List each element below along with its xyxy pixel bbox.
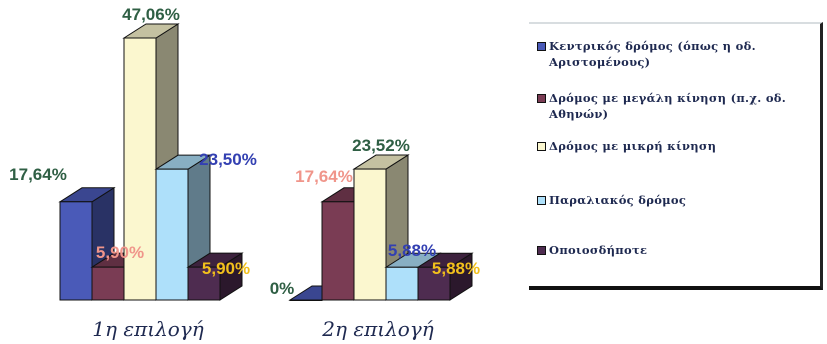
bar xyxy=(416,252,474,301)
data-label: 47,06% xyxy=(122,5,180,24)
data-label: 5,88% xyxy=(388,241,436,260)
bar-front-face xyxy=(91,266,125,301)
legend-item-coastal-road: Παραλιακός δρόμος xyxy=(537,192,686,208)
category-label: 2η επιλογή xyxy=(321,317,433,341)
data-label: 5,88% xyxy=(432,259,480,278)
legend-label: Δρόμος με μεγάλη κίνηση (π.χ. οδ. Αθηνών… xyxy=(549,91,787,121)
bar-front-face xyxy=(321,201,355,301)
legend: Κεντρικός δρόμος (όπως η οδ. Αριστομένου… xyxy=(529,22,823,290)
data-label: 17,64% xyxy=(295,167,353,186)
value-labels-layer: 17,64% 5,90% 47,06% 23,50% 5,90% 0% 17,64% 23,5… xyxy=(9,5,480,298)
data-label: 23,50% xyxy=(199,150,257,169)
bar xyxy=(186,252,244,301)
bar-front-face xyxy=(155,168,189,301)
legend-swatch xyxy=(537,42,546,51)
legend-swatch xyxy=(537,94,546,103)
bars-layer xyxy=(58,23,474,301)
legend-swatch xyxy=(537,246,546,255)
bar-front-face xyxy=(417,266,451,301)
data-label: 0% xyxy=(270,279,295,298)
bar-front-face xyxy=(59,201,93,301)
legend-swatch xyxy=(537,196,546,205)
legend-label: Οποιοσδήποτε xyxy=(549,243,648,257)
bar-front-face xyxy=(385,266,419,301)
bar-front-face xyxy=(353,168,387,301)
bar-front-face xyxy=(187,266,221,301)
data-label: 17,64% xyxy=(9,165,67,184)
category-labels-layer: 1η επιλογή 2η επιλογή xyxy=(92,317,433,341)
bar-front-face xyxy=(289,299,323,301)
category-label: 1η επιλογή xyxy=(92,317,203,341)
legend-item-central-road: Κεντρικός δρόμος (όπως η οδ. Αριστομένου… xyxy=(537,38,819,70)
data-label: 5,90% xyxy=(202,259,250,278)
legend-item-any-road: Οποιοσδήποτε xyxy=(537,242,647,258)
bar-front-face xyxy=(123,37,157,301)
data-label: 5,90% xyxy=(96,243,144,262)
data-label: 23,52% xyxy=(352,136,410,155)
legend-item-quiet-road: Δρόμος με μικρή κίνηση xyxy=(537,138,716,154)
legend-label: Παραλιακός δρόμος xyxy=(549,193,687,207)
legend-label: Κεντρικός δρόμος (όπως η οδ. Αριστομένου… xyxy=(549,39,756,69)
legend-label: Δρόμος με μικρή κίνηση xyxy=(549,139,717,153)
legend-item-busy-road: Δρόμος με μεγάλη κίνηση (π.χ. οδ. Αθηνών… xyxy=(537,90,809,122)
legend-swatch xyxy=(537,142,546,151)
